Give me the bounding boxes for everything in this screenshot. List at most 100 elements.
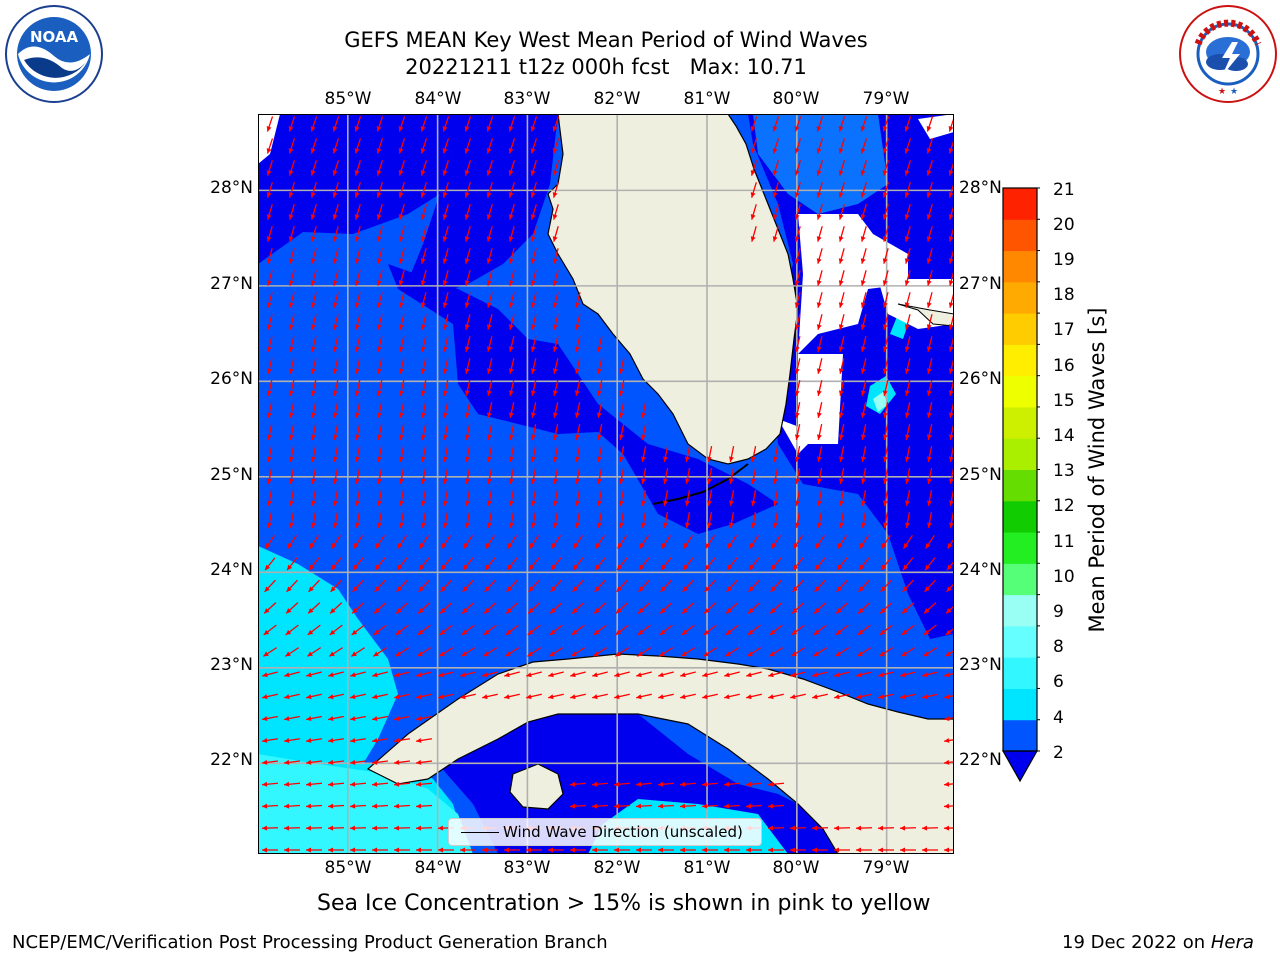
wind-wave-arrow xyxy=(904,446,911,462)
wind-wave-arrow xyxy=(794,468,801,484)
wind-wave-arrow xyxy=(288,116,296,132)
wind-wave-arrow xyxy=(927,512,933,528)
wind-wave-arrow xyxy=(354,270,361,286)
wind-wave-arrow xyxy=(377,512,383,528)
wind-wave-arrow xyxy=(860,424,867,440)
wind-wave-arrow xyxy=(530,468,537,484)
wind-wave-arrow xyxy=(376,336,383,352)
wind-wave-arrow xyxy=(438,693,454,700)
wind-wave-arrow xyxy=(482,693,498,700)
colorbar-band xyxy=(1003,313,1037,345)
wind-wave-arrow xyxy=(679,847,697,853)
wind-wave-arrow xyxy=(596,402,603,418)
wind-wave-arrow xyxy=(552,292,559,308)
wind-wave-arrow xyxy=(548,671,564,678)
wind-wave-arrow xyxy=(772,160,780,176)
colorbar-band xyxy=(1003,688,1037,721)
wind-wave-arrow xyxy=(350,715,366,722)
wind-wave-arrow xyxy=(459,847,477,853)
wind-wave-arrow xyxy=(530,424,537,440)
colorbar-band xyxy=(1003,719,1037,752)
wind-wave-arrow xyxy=(508,138,516,154)
wind-wave-arrow xyxy=(662,446,669,462)
wind-wave-arrow xyxy=(552,248,559,264)
wind-wave-arrow xyxy=(460,671,476,678)
wind-wave-arrow xyxy=(904,226,911,242)
wind-wave-arrow xyxy=(464,270,471,286)
colorbar-band xyxy=(1003,188,1037,220)
colorbar-label: Mean Period of Wind Waves [s] xyxy=(1085,307,1109,633)
wind-wave-arrow xyxy=(398,116,406,132)
wind-wave-arrow xyxy=(506,579,518,593)
wind-wave-arrow xyxy=(261,781,279,787)
wind-wave-arrow xyxy=(464,490,471,506)
wind-wave-arrow xyxy=(750,116,758,132)
wind-wave-arrow xyxy=(261,759,279,765)
wind-wave-arrow xyxy=(637,624,651,636)
wind-wave-arrow xyxy=(420,358,427,374)
wind-wave-arrow xyxy=(354,138,362,154)
wind-wave-arrow xyxy=(375,534,385,550)
wind-wave-arrow xyxy=(883,512,889,528)
wind-wave-arrow xyxy=(267,512,273,528)
wind-wave-arrow xyxy=(813,602,827,614)
wind-wave-arrow xyxy=(376,160,384,176)
wind-wave-arrow xyxy=(904,248,911,264)
wind-wave-arrow xyxy=(641,512,647,528)
wind-wave-arrow xyxy=(508,314,515,330)
wind-wave-arrow xyxy=(944,716,954,722)
period-field-under-2-gulf xyxy=(388,264,778,534)
wind-wave-arrow xyxy=(615,602,629,614)
lat-tick-right-28n: 28°N xyxy=(959,178,1002,198)
wind-wave-arrow xyxy=(530,226,537,242)
wind-wave-arrow xyxy=(376,402,383,418)
wind-wave-arrow xyxy=(508,160,516,176)
wind-wave-arrow xyxy=(792,557,804,571)
wind-wave-arrow xyxy=(420,380,427,396)
colorbar xyxy=(1000,186,1040,786)
colorbar-band xyxy=(1003,469,1037,502)
wind-wave-arrow xyxy=(508,358,515,374)
wind-wave-arrow xyxy=(284,647,300,657)
wind-wave-arrow xyxy=(860,490,867,506)
wind-wave-arrow xyxy=(618,468,625,484)
wind-wave-arrow xyxy=(266,490,273,506)
wind-wave-arrow xyxy=(636,671,652,678)
wind-wave-arrow xyxy=(287,534,297,550)
wind-wave-arrow xyxy=(838,270,845,286)
wind-wave-arrow xyxy=(838,402,845,418)
wind-wave-arrow xyxy=(415,781,433,787)
wind-wave-arrow xyxy=(879,624,893,636)
wind-wave-arrow xyxy=(354,380,361,396)
wind-wave-arrow xyxy=(376,468,383,484)
wind-wave-arrow xyxy=(548,647,564,657)
wind-wave-arrow xyxy=(816,160,824,176)
wind-wave-arrow xyxy=(420,402,427,418)
wind-wave-arrow xyxy=(442,292,449,308)
sea-ice-caption: Sea Ice Concentration > 15% is shown in … xyxy=(317,891,931,916)
wind-wave-arrow xyxy=(860,314,867,330)
wind-wave-arrow xyxy=(860,182,867,198)
wind-wave-arrow xyxy=(769,624,783,636)
wind-wave-arrow xyxy=(596,490,603,506)
wind-wave-arrow xyxy=(355,512,361,528)
wind-wave-arrow xyxy=(310,138,318,154)
wind-wave-arrow xyxy=(354,160,362,176)
wind-wave-arrow xyxy=(285,602,299,614)
colorbar-band xyxy=(1003,625,1037,658)
wind-wave-arrow xyxy=(746,647,762,657)
wind-wave-arrow xyxy=(684,446,691,462)
wind-wave-arrow xyxy=(393,737,411,743)
wind-wave-arrow xyxy=(593,624,607,636)
wind-wave-arrow xyxy=(288,424,295,440)
wind-wave-arrow xyxy=(398,226,405,242)
wind-wave-arrow xyxy=(332,138,340,154)
wind-wave-arrow xyxy=(657,803,675,809)
wind-wave-arrow xyxy=(835,602,849,614)
wind-wave-arrow xyxy=(332,490,339,506)
wind-wave-arrow xyxy=(926,292,933,308)
wind-wave-arrow xyxy=(530,182,537,198)
wind-wave-arrow xyxy=(926,336,933,352)
colorbar-tick-17: 17 xyxy=(1053,320,1075,340)
wind-wave-arrow xyxy=(596,446,603,462)
